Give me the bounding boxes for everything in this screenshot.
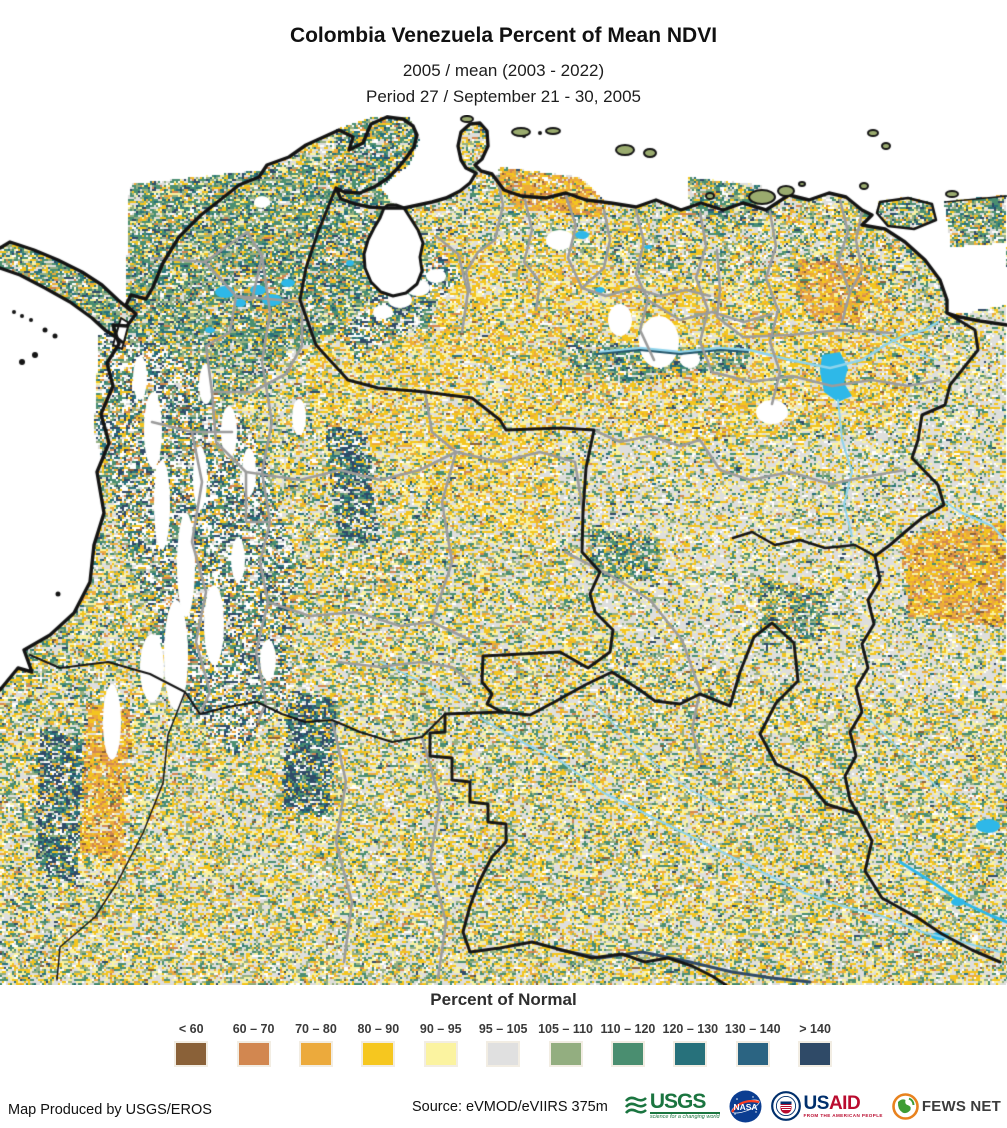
legend-class-label: 90 – 95 [419,1022,462,1036]
legend-item: < 60 [160,1022,222,1065]
legend-class-label: > 140 [799,1022,831,1036]
legend-class-label: 70 – 80 [295,1022,337,1036]
legend-class-label: 105 – 110 [538,1022,593,1036]
legend-item: 110 – 120 [597,1022,659,1065]
fews-net-globe-icon [892,1092,919,1120]
usgs-tagline: science for a changing world [649,1112,720,1121]
ndvi-map-canvas [0,115,1007,985]
source-text: Source: eVMOD/eVIIRS 375m [412,1099,608,1115]
legend-class-swatch [300,1043,331,1065]
legend-class-swatch [737,1043,768,1065]
logo-usaid: USAID FROM THE AMERICAN PEOPLE [770,1091,883,1121]
legend-class-swatch [550,1043,581,1065]
legend-class-swatch [800,1043,831,1065]
legend-class-swatch [488,1043,519,1065]
subtitle-period: Period 27 / September 21 - 30, 2005 [365,87,641,106]
legend-class-label: 95 – 105 [478,1022,528,1036]
usaid-wordmark-aid: AID [828,1092,861,1114]
legend-class-swatch [675,1043,706,1065]
legend-item: 120 – 130 [659,1022,721,1065]
usaid-tagline: FROM THE AMERICAN PEOPLE [803,1112,883,1118]
legend: Percent of Normal < 60 60 – 70 70 – 80 80 –… [0,990,1007,1065]
legend-item: > 140 [784,1022,846,1065]
legend-class-label: 110 – 120 [600,1022,656,1036]
logo-nasa: NASA [729,1090,762,1123]
legend-class-label: 120 – 130 [662,1022,719,1036]
legend-class-label: 80 – 90 [357,1022,400,1036]
produced-by-text: Map Produced by USGS/EROS [8,1102,212,1118]
fews-net-wordmark: FEWS NET [921,1097,1001,1115]
nasa-insignia-icon: NASA [729,1090,762,1122]
legend-class-label: < 60 [178,1022,204,1036]
legend-item: 105 – 110 [534,1022,596,1065]
partner-logos: USGS science for a changing world NASA [624,1086,1001,1126]
subtitle-ratio: 2005 / mean (2003 - 2022) [402,61,605,80]
legend-class-swatch [425,1043,456,1065]
logo-usgs: USGS science for a changing world [624,1090,720,1121]
legend-row: < 60 60 – 70 70 – 80 80 – 90 90 – 95 95 – 105… [160,1022,847,1065]
legend-item: 70 – 80 [285,1022,347,1065]
usgs-waves-icon [624,1096,647,1114]
legend-class-swatch [238,1043,269,1065]
legend-class-swatch [176,1043,207,1065]
legend-class-label: 130 – 140 [724,1022,781,1036]
legend-item: 90 – 95 [410,1022,472,1065]
legend-item: 60 – 70 [222,1022,284,1065]
legend-item: 80 – 90 [347,1022,409,1065]
nasa-wordmark: NASA [733,1102,757,1112]
usaid-wordmark-us: US [803,1092,830,1114]
page-title: Colombia Venezuela Percent of Mean NDVI [289,24,718,47]
legend-class-label: 60 – 70 [232,1022,275,1036]
legend-item: 130 – 140 [722,1022,784,1065]
usaid-seal-icon [770,1091,801,1121]
logo-fews-net: FEWS NET [892,1092,1001,1120]
usgs-wordmark: USGS [649,1090,707,1114]
legend-title: Percent of Normal [430,990,577,1009]
legend-class-swatch [612,1043,643,1065]
legend-item: 95 – 105 [472,1022,534,1065]
legend-class-swatch [363,1043,394,1065]
